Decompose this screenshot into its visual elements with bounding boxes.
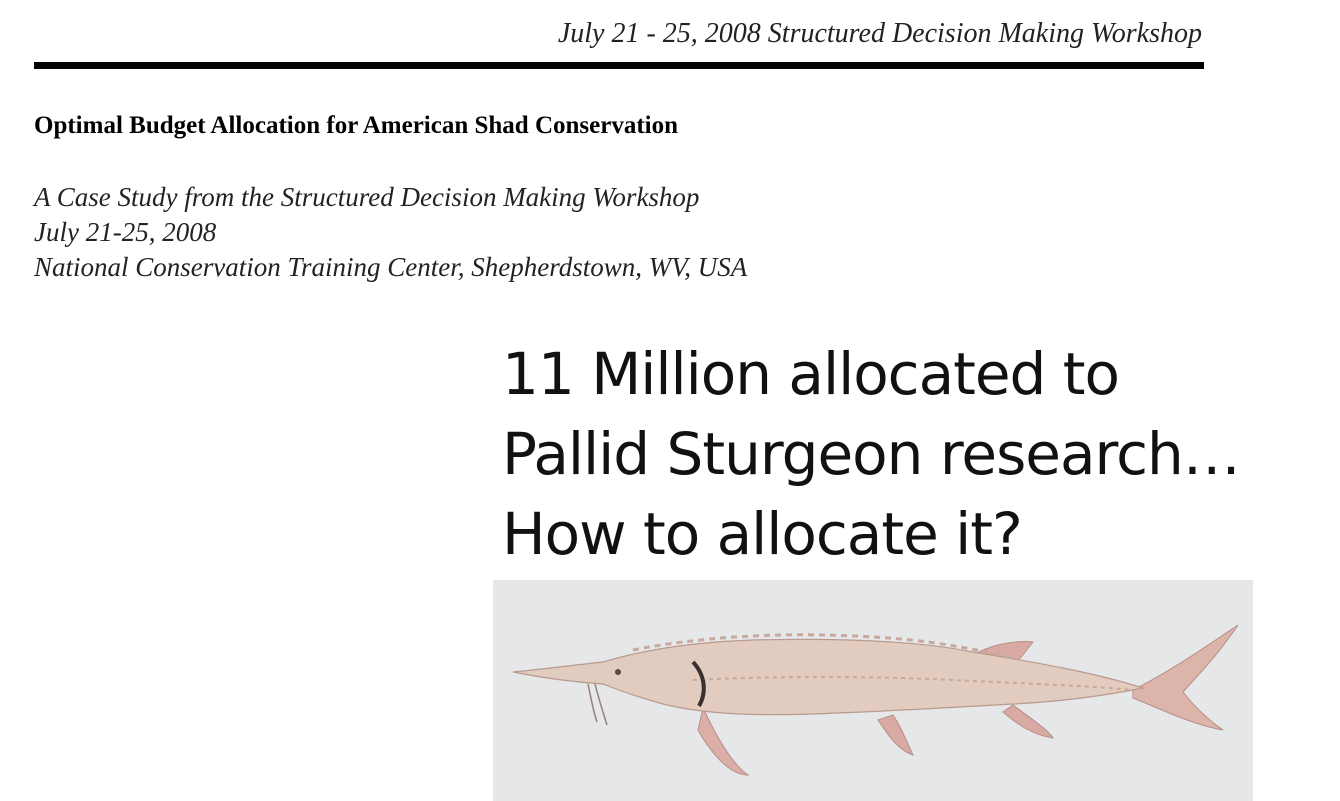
overlay-line-research: Pallid Sturgeon research… (502, 420, 1241, 488)
running-header: July 21 - 25, 2008 Structured Decision M… (557, 18, 1202, 49)
overlay-question: 11 Million allocated to Pallid Sturgeon … (502, 334, 1241, 574)
subtitle-line-dates: July 21-25, 2008 (34, 217, 217, 247)
subtitle-line-case-study: A Case Study from the Structured Decisio… (34, 182, 700, 212)
subtitle-line-location: National Conservation Training Center, S… (34, 252, 748, 282)
document-title: Optimal Budget Allocation for American S… (34, 112, 679, 139)
overlay-line-allocation: 11 Million allocated to (502, 340, 1120, 408)
pallid-sturgeon-illustration (512, 624, 1239, 776)
sturgeon-image (493, 580, 1253, 801)
overlay-line-question: How to allocate it? (502, 500, 1023, 568)
document-subtitle-block: A Case Study from the Structured Decisio… (34, 180, 747, 285)
header-rule (34, 62, 1204, 69)
